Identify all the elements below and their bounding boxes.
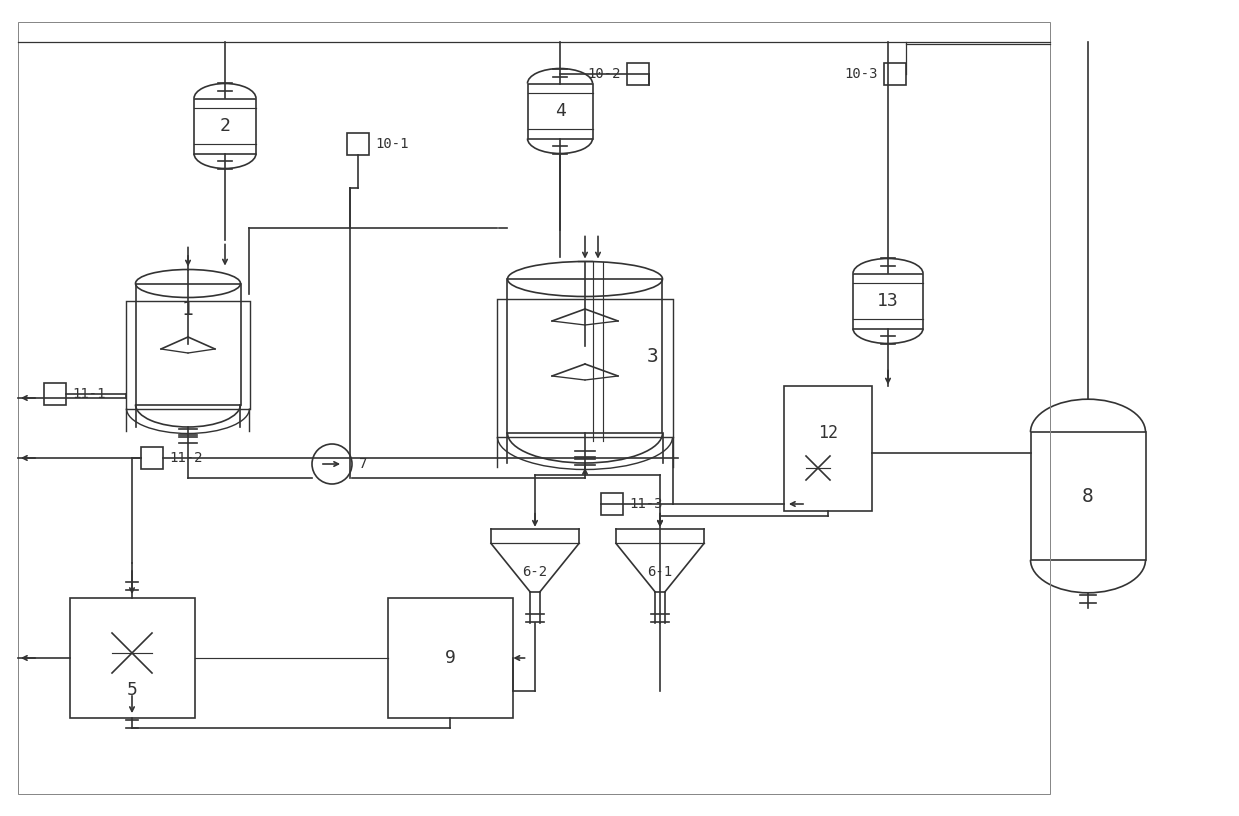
Bar xyxy=(627,63,649,85)
Text: 6-1: 6-1 xyxy=(648,565,673,579)
Bar xyxy=(126,301,249,409)
Bar xyxy=(195,99,256,153)
Text: 12: 12 xyxy=(818,424,838,442)
Text: 6-2: 6-2 xyxy=(523,565,548,579)
Text: 4: 4 xyxy=(555,102,565,120)
Text: 10-3: 10-3 xyxy=(845,67,878,81)
Text: 8: 8 xyxy=(1082,486,1094,505)
Bar xyxy=(784,385,872,511)
Bar xyxy=(69,598,195,718)
Bar xyxy=(1031,432,1146,560)
Text: 7: 7 xyxy=(359,457,368,471)
Text: 10-2: 10-2 xyxy=(587,67,621,81)
Text: 10-1: 10-1 xyxy=(375,137,409,151)
Bar xyxy=(347,133,369,155)
Bar xyxy=(528,83,592,139)
Text: 11-3: 11-3 xyxy=(629,497,663,511)
Bar xyxy=(852,273,923,329)
Text: 13: 13 xyxy=(877,292,898,310)
Text: 1: 1 xyxy=(182,299,193,318)
Text: 11-1: 11-1 xyxy=(72,387,105,401)
Bar xyxy=(883,63,906,85)
Text: 11-2: 11-2 xyxy=(169,451,202,465)
Bar xyxy=(141,447,164,469)
Bar xyxy=(498,299,673,437)
Text: 3: 3 xyxy=(647,347,659,366)
Text: 9: 9 xyxy=(445,649,456,667)
Bar xyxy=(19,22,1049,794)
Text: 2: 2 xyxy=(219,117,230,135)
Bar xyxy=(135,283,240,405)
Bar xyxy=(601,493,623,515)
Text: 5: 5 xyxy=(126,681,138,699)
Bar xyxy=(388,598,513,718)
Bar xyxy=(45,383,66,405)
Bar xyxy=(508,279,663,433)
